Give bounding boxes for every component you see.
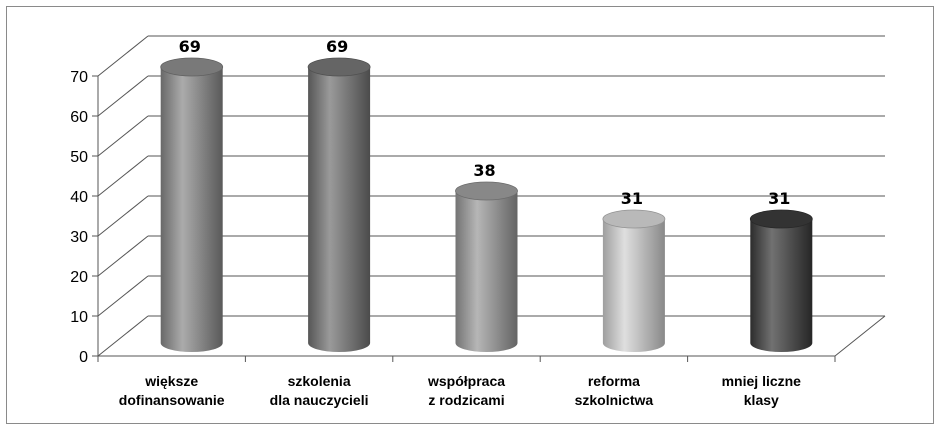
data-label: 38 [473,161,495,180]
x-tick-labels: większe dofinansowanie szkolenia dla nauczy… [119,373,801,408]
y-tick-label: 0 [79,349,88,366]
gridline-side [97,155,149,197]
bar [160,57,224,352]
gridline-side [97,195,149,237]
bar [307,57,371,352]
category-label: klasy [744,392,779,408]
y-tick-label: 50 [70,149,88,166]
data-label: 31 [768,189,790,208]
category-label: z rodzicami [428,392,504,408]
bar-top [307,57,371,77]
category-label: szkolenia [288,373,351,389]
bar-top [749,209,813,229]
gridline-side [97,75,149,117]
bar [455,181,518,352]
y-tick-label: 60 [70,109,88,126]
gridline-side [97,35,149,77]
bar-body [750,219,813,352]
gridline-side [97,275,149,317]
category-label: większe [144,373,198,389]
data-label: 69 [326,37,348,56]
category-label: współpraca [427,373,505,389]
y-tick-label: 20 [70,269,88,286]
data-labels: 69 69 38 31 31 [179,37,791,208]
bar-top [455,181,518,201]
category-label: szkolnictwa [575,392,654,408]
y-tick-labels: 0 10 20 30 40 50 60 70 [70,69,88,366]
data-label: 31 [621,189,643,208]
y-tick-label: 30 [70,229,88,246]
bar [749,209,813,352]
y-tick-label: 10 [70,309,88,326]
bar-top [602,209,666,229]
y-tick-label: 70 [70,69,88,86]
bar-body [160,67,223,352]
floor-right-edge [834,315,886,357]
category-label: mniej liczne [722,373,802,389]
category-label: reforma [588,373,640,389]
data-label: 69 [179,37,201,56]
bar-body [308,67,371,352]
bar-body [455,191,518,352]
bars [160,57,813,352]
bar [602,209,666,352]
category-label: dofinansowanie [119,392,225,408]
bar-body [602,219,665,352]
gridline-side [97,315,149,357]
gridline-side [97,235,149,277]
axes [92,75,886,362]
y-tick-label: 40 [70,189,88,206]
bar-top [160,57,224,77]
gridline-side [97,115,149,157]
category-label: dla nauczycieli [270,392,369,408]
